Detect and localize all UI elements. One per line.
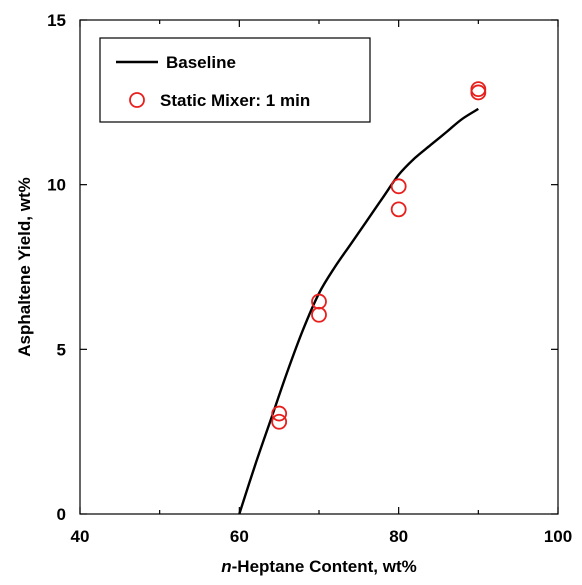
static-mixer-point (390, 178, 407, 195)
y-axis-label: Asphaltene Yield, wt% (15, 177, 34, 357)
x-axis-label-rest: -Heptane Content, wt% (232, 557, 417, 576)
marker-layer (271, 81, 487, 430)
label-layer: 40 60 80 100 0 5 10 15 n-Heptane Content, wt% Asp… (15, 11, 572, 576)
x-axis-label-italic: n (221, 557, 231, 576)
x-tick-label: 80 (389, 527, 408, 546)
x-tick-label: 40 (71, 527, 90, 546)
static-mixer-point (311, 306, 327, 323)
static-mixer-point (390, 201, 407, 218)
x-tick-label: 60 (230, 527, 249, 546)
baseline-layer (238, 107, 479, 515)
y-tick-label: 15 (47, 11, 66, 30)
legend-swatch-static-mixer (129, 92, 145, 108)
y-tick-label: 0 (57, 505, 66, 524)
legend-layer: Baseline Static Mixer: 1 min (99, 37, 371, 123)
legend-label-baseline: Baseline (166, 53, 236, 72)
static-mixer-point (470, 84, 487, 101)
y-tick-label: 5 (57, 340, 66, 359)
legend-label-static-mixer: Static Mixer: 1 min (160, 91, 310, 110)
x-tick-label: 100 (544, 527, 572, 546)
static-mixer-point (470, 81, 487, 98)
baseline-series-line (238, 107, 479, 515)
x-axis-label: n-Heptane Content, wt% (221, 557, 417, 576)
static-mixer-point (271, 413, 288, 430)
axes-layer (79, 19, 559, 515)
y-tick-label: 10 (47, 176, 66, 195)
static-mixer-point (271, 405, 288, 422)
legend-box (99, 37, 371, 123)
